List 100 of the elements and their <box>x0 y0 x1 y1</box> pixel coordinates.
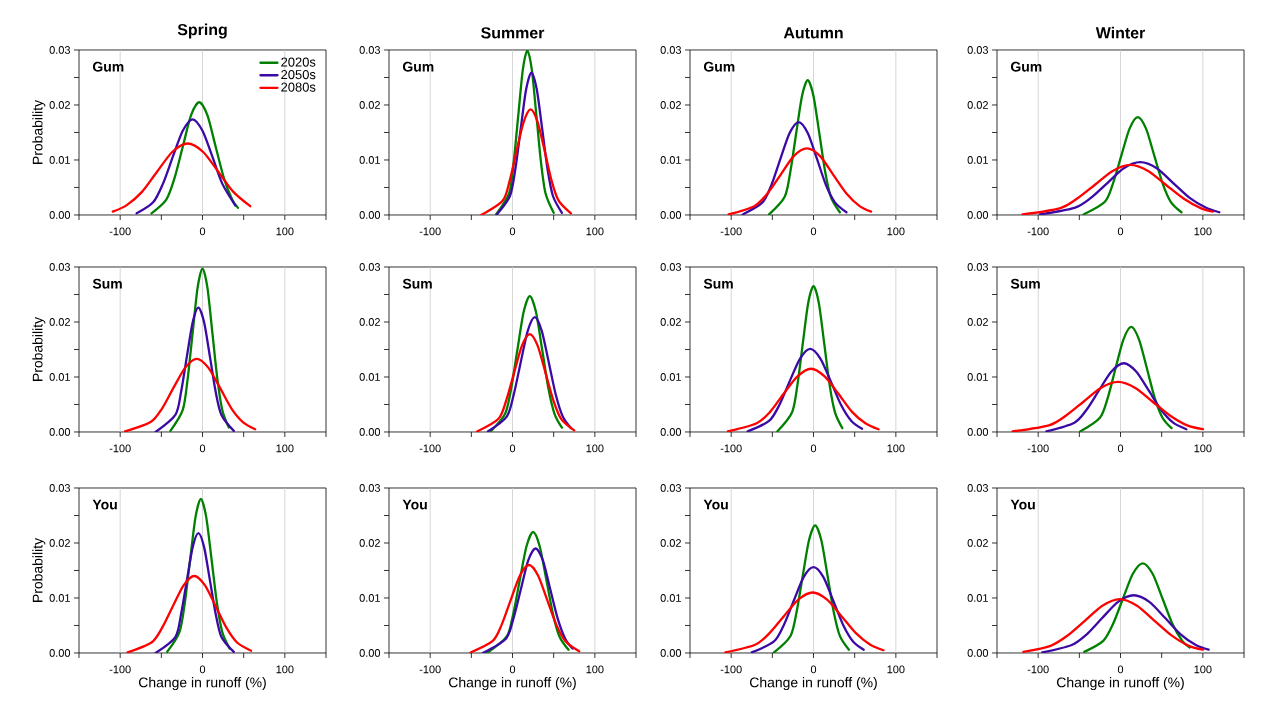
y-tick-label: 0.00 <box>359 211 381 219</box>
line-series <box>746 347 864 432</box>
x-tick-label: 0 <box>509 665 516 674</box>
x-tick-label: -100 <box>419 227 441 236</box>
line-series <box>1041 594 1210 653</box>
annotation: You <box>92 499 117 510</box>
y-tick-label: 0.01 <box>49 156 70 164</box>
y-axis-title: Probability <box>32 99 46 164</box>
line-series <box>1011 380 1204 432</box>
annotation: Gum <box>92 61 124 72</box>
line-series <box>154 531 235 653</box>
y-tick-label: 0.02 <box>660 539 681 547</box>
y-tick-label: 0.02 <box>49 539 70 547</box>
y-axis-title: Probability <box>32 537 46 602</box>
line-series <box>150 101 240 215</box>
line-series <box>1045 362 1188 432</box>
x-tick-label: -100 <box>109 227 131 236</box>
y-tick-label: 0.03 <box>49 263 70 271</box>
line-series <box>489 294 564 432</box>
line-series <box>123 357 257 432</box>
y-tick-label: 0.03 <box>49 484 70 492</box>
annotation: You <box>1010 499 1035 510</box>
annotation: Sum <box>703 278 733 289</box>
y-tick-label: 0.01 <box>967 594 988 602</box>
x-tick-label: 100 <box>1194 444 1212 453</box>
annotation: You <box>402 499 427 510</box>
y-tick-label: 0.00 <box>660 428 682 436</box>
line-series <box>495 71 564 215</box>
line-series <box>772 524 851 653</box>
x-tick-label: 0 <box>810 444 817 453</box>
y-tick-label: 0.02 <box>359 318 380 326</box>
x-axis-title: Change in runoff (%) <box>749 677 877 691</box>
x-tick-label: 100 <box>276 665 294 674</box>
x-tick-label: 100 <box>887 227 905 236</box>
annotation: Sum <box>92 278 122 289</box>
y-tick-label: 0.01 <box>49 373 70 381</box>
x-tick-label: -100 <box>419 665 441 674</box>
x-tick-label: 100 <box>276 444 294 453</box>
line-series <box>776 285 844 432</box>
legend-label: 2080s <box>281 82 316 92</box>
x-tick-label: 0 <box>1117 665 1124 674</box>
y-axis-title: Probability <box>32 316 46 381</box>
x-tick-label: 0 <box>199 227 206 236</box>
x-tick-label: 100 <box>586 227 604 236</box>
x-tick-label: -100 <box>109 444 131 453</box>
x-tick-label: 100 <box>887 444 905 453</box>
annotation: You <box>703 499 728 510</box>
y-tick-label: 0.00 <box>49 649 71 657</box>
x-tick-label: -100 <box>1027 227 1049 236</box>
y-tick-label: 0.00 <box>49 428 71 436</box>
line-series <box>741 120 848 215</box>
line-series <box>469 563 581 653</box>
y-tick-label: 0.03 <box>660 46 682 54</box>
x-tick-label: -100 <box>419 444 441 453</box>
legend-label: 2020s <box>281 57 316 67</box>
line-series <box>480 108 573 215</box>
line-series <box>494 49 555 215</box>
legend-label: 2050s <box>281 69 316 80</box>
line-series <box>767 79 841 215</box>
line-series <box>169 267 231 432</box>
line-series <box>1082 115 1183 215</box>
y-tick-label: 0.02 <box>49 101 70 109</box>
chart-title: Autumn <box>783 27 843 39</box>
x-tick-label: 0 <box>509 227 516 236</box>
y-tick-label: 0.01 <box>660 594 681 602</box>
x-tick-label: 100 <box>1194 665 1212 674</box>
annotation: Gum <box>703 61 735 72</box>
y-tick-label: 0.02 <box>359 539 380 547</box>
y-tick-label: 0.01 <box>967 156 988 164</box>
line-series <box>154 306 235 432</box>
line-series <box>135 118 237 215</box>
y-tick-label: 0.02 <box>359 101 380 109</box>
x-tick-label: -100 <box>109 665 131 674</box>
y-tick-label: 0.02 <box>967 101 988 109</box>
y-tick-label: 0.00 <box>359 428 381 436</box>
x-tick-label: 100 <box>1194 227 1212 236</box>
x-tick-label: 0 <box>1117 444 1124 453</box>
x-axis-title: Change in runoff (%) <box>448 677 576 691</box>
x-tick-label: 100 <box>586 444 604 453</box>
x-tick-label: 100 <box>586 665 604 674</box>
line-series <box>481 547 574 653</box>
y-tick-label: 0.00 <box>967 428 989 436</box>
x-tick-label: -100 <box>1027 444 1049 453</box>
y-tick-label: 0.00 <box>359 649 381 657</box>
y-tick-label: 0.02 <box>660 101 681 109</box>
y-tick-label: 0.01 <box>660 156 681 164</box>
line-series <box>165 497 231 653</box>
line-series <box>1083 562 1191 653</box>
y-tick-label: 0.01 <box>660 373 681 381</box>
line-series <box>1079 325 1173 432</box>
y-tick-label: 0.00 <box>967 649 989 657</box>
y-tick-label: 0.01 <box>359 373 380 381</box>
x-tick-label: -100 <box>1027 665 1049 674</box>
x-tick-label: 0 <box>199 444 206 453</box>
y-tick-label: 0.03 <box>359 46 380 54</box>
y-tick-label: 0.03 <box>359 484 380 492</box>
y-tick-label: 0.00 <box>967 211 989 219</box>
line-series <box>1022 597 1204 653</box>
y-tick-label: 0.02 <box>49 318 70 326</box>
annotation: Gum <box>402 61 434 72</box>
